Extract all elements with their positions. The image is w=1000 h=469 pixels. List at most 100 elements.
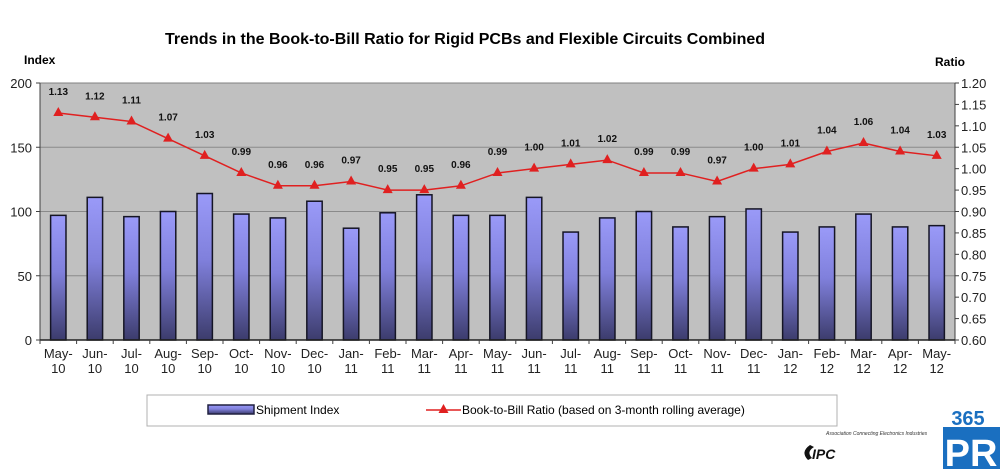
book-to-bill-marker	[309, 179, 320, 189]
book-to-bill-marker	[236, 166, 247, 176]
shipment-index-bar	[781, 231, 799, 341]
left-tick-label: 50	[18, 269, 32, 284]
left-tick-label: 200	[10, 76, 32, 91]
x-tick-label-line: Sep-	[630, 346, 657, 361]
x-tick-label-line: Jan-	[338, 346, 363, 361]
x-axis-ticks: May-10Jun-10Jul-10Aug-10Sep-10Oct-10Nov-…	[39, 340, 956, 376]
legend: Shipment Index Book-to-Bill Ratio (based…	[146, 394, 838, 427]
book-to-bill-marker	[272, 179, 283, 189]
book-to-bill-marker	[199, 149, 210, 159]
x-tick-label: May-10	[44, 346, 73, 376]
right-tick-label: 0.75	[961, 269, 986, 284]
book-to-bill-marker	[346, 175, 357, 185]
x-tick-label: Dec-11	[740, 346, 767, 376]
shipment-index-bar	[672, 226, 689, 341]
book-to-bill-marker	[492, 166, 503, 176]
right-tick-label: 0.80	[961, 247, 986, 262]
x-tick-label: Aug-10	[154, 346, 181, 376]
x-tick-label-line: 11	[418, 361, 432, 376]
book-to-bill-data-label: 1.13	[49, 87, 69, 98]
x-tick-label-line: May-	[44, 346, 73, 361]
ipc-logo: Association Connecting Electronics Indus…	[804, 431, 928, 462]
x-tick-label-line: Jun-	[82, 346, 107, 361]
x-tick-label-line: Jun-	[521, 346, 546, 361]
right-tick-label: 1.00	[961, 162, 986, 177]
x-tick-label: Mar-11	[411, 346, 438, 376]
shipment-index-bar	[452, 214, 470, 341]
legend-triangle-marker-icon	[438, 404, 449, 413]
x-tick-label-line: Oct-	[668, 346, 693, 361]
shipment-index-bar	[196, 192, 214, 341]
x-tick-label-line: 11	[491, 361, 505, 376]
book-to-bill-data-label: 0.99	[488, 147, 508, 158]
x-tick-label-line: 10	[88, 361, 102, 376]
x-tick-label-line: 12	[929, 361, 943, 376]
book-to-bill-data-label: 1.07	[158, 113, 178, 124]
chart-title: Trends in the Book-to-Bill Ratio for Rig…	[165, 31, 765, 48]
left-tick-label: 150	[10, 140, 32, 155]
legend-label-book-to-bill: Book-to-Bill Ratio (based on 3-month rol…	[462, 403, 745, 417]
x-tick-label: Jan-12	[778, 346, 803, 376]
legend-label-shipment-index: Shipment Index	[256, 403, 339, 417]
book-to-bill-marker	[821, 145, 832, 155]
x-tick-label-line: Sep-	[191, 346, 218, 361]
x-tick-label-line: Mar-	[411, 346, 438, 361]
x-tick-label-line: 11	[564, 361, 578, 376]
line-series	[53, 106, 942, 194]
bar-series	[49, 192, 946, 341]
book-to-bill-marker	[163, 132, 174, 142]
shipment-index-bar	[86, 196, 104, 341]
book-to-bill-marker	[126, 115, 137, 125]
book-to-bill-marker	[529, 162, 540, 172]
x-tick-label-line: 10	[197, 361, 211, 376]
book-to-bill-data-label: 1.11	[122, 96, 141, 107]
right-tick-label: 0.65	[961, 312, 986, 327]
book-to-bill-marker	[53, 106, 64, 116]
book-to-bill-data-label: 1.06	[854, 117, 874, 128]
right-tick-label: 0.60	[961, 333, 986, 348]
shipment-index-bar	[379, 212, 397, 341]
right-tick-label: 0.95	[961, 183, 986, 198]
x-tick-label-line: 11	[344, 361, 358, 376]
shipment-index-bar	[269, 217, 287, 341]
left-axis-title: Index	[24, 53, 56, 67]
x-tick-label-line: Dec-	[301, 346, 328, 361]
book-to-bill-data-label: 1.02	[598, 134, 618, 145]
x-tick-label-line: 11	[454, 361, 468, 376]
x-tick-label-line: 10	[51, 361, 65, 376]
shipment-index-bar	[818, 226, 836, 341]
x-tick-label: Feb-12	[814, 346, 841, 376]
book-to-bill-data-label: 0.96	[305, 160, 325, 171]
x-tick-label-line: Jan-	[778, 346, 803, 361]
x-tick-label-line: 10	[124, 361, 138, 376]
right-tick-label: 1.20	[961, 76, 986, 91]
shipment-index-bar	[525, 196, 543, 341]
shipment-index-bar	[415, 194, 433, 341]
x-tick-label-line: Aug-	[594, 346, 621, 361]
x-tick-label-line: 11	[381, 361, 395, 376]
ipc-tagline: Association Connecting Electronics Indus…	[825, 431, 928, 437]
shipment-index-bar	[598, 217, 616, 341]
x-tick-label-line: May-	[483, 346, 512, 361]
365pr-logo-number: 365	[951, 408, 984, 430]
shipment-index-bar	[123, 215, 140, 341]
x-tick-label: Sep-11	[630, 346, 657, 376]
book-to-bill-data-label: 0.95	[378, 164, 398, 175]
book-to-bill-data-label: 0.96	[451, 160, 471, 171]
book-to-bill-marker	[638, 166, 649, 176]
book-to-bill-data-label: 1.00	[524, 143, 544, 154]
x-tick-label: May-11	[483, 346, 512, 376]
x-tick-label-line: Apr-	[449, 346, 474, 361]
x-tick-label: Dec-10	[301, 346, 328, 376]
ipc-logo-text: IPC	[812, 446, 836, 462]
x-tick-label: Jul-10	[121, 346, 142, 376]
book-to-bill-data-label: 0.97	[341, 156, 361, 167]
x-tick-label-line: Nov-	[264, 346, 291, 361]
x-tick-label: Sep-10	[191, 346, 218, 376]
x-tick-label-line: 11	[601, 361, 615, 376]
book-to-bill-marker	[89, 111, 100, 121]
x-tick-label-line: Aug-	[154, 346, 181, 361]
book-to-bill-data-label: 0.95	[415, 164, 435, 175]
book-to-bill-marker	[565, 158, 576, 168]
book-to-bill-data-label: 1.00	[744, 143, 764, 154]
